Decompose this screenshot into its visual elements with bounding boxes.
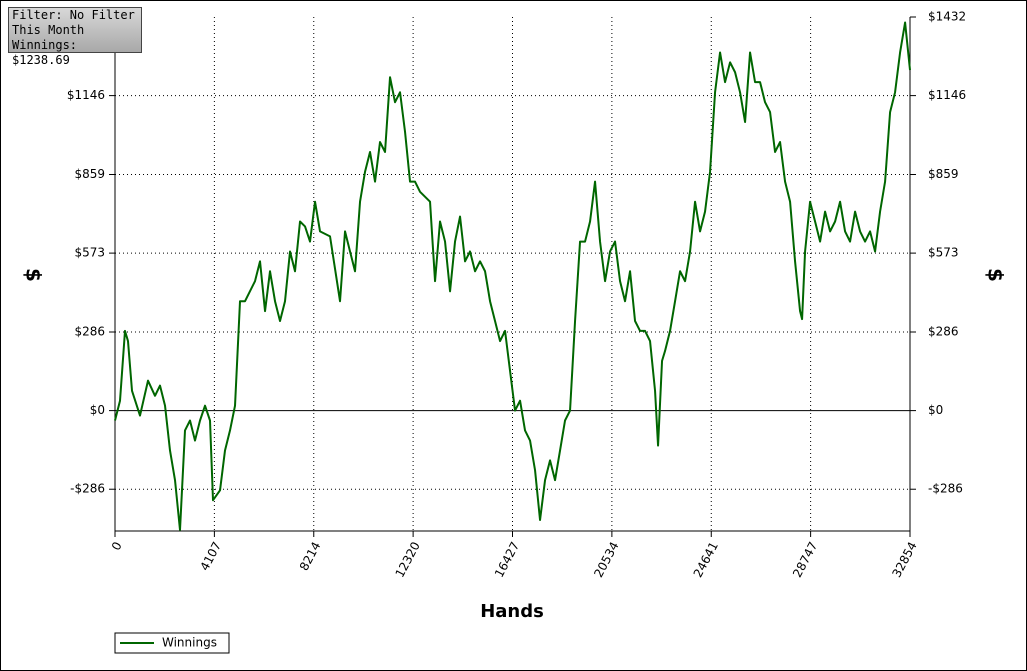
info-winnings: Winnings: $1238.69: [12, 38, 78, 67]
y-axis-label: $: [22, 268, 46, 282]
y-tick-label: $1146: [67, 88, 105, 102]
legend-label: Winnings: [162, 636, 217, 650]
y-tick-label: $573: [74, 246, 105, 260]
y2-tick-label: $1146: [928, 88, 966, 102]
y-tick-label: $859: [74, 167, 105, 181]
legend-box: [114, 632, 230, 654]
y2-tick-label: $573: [928, 246, 959, 260]
y2-tick-label: $859: [928, 167, 959, 181]
y2-tick-label: $1432: [928, 10, 966, 24]
x-axis-label: Hands: [480, 601, 544, 622]
y2-axis-label: $: [984, 268, 1008, 282]
y2-tick-label: $286: [928, 324, 959, 338]
y2-tick-label: $0: [928, 403, 943, 417]
y2-tick-label: -$286: [928, 482, 963, 496]
series-line: [114, 21, 911, 531]
info-filter: Filter: No Filter: [12, 8, 135, 22]
y-tick-label: -$286: [70, 482, 105, 496]
info-period: This Month: [12, 23, 85, 37]
info-box: Filter: No Filter This Month Winnings: $…: [8, 7, 142, 67]
y-tick-label: $286: [74, 324, 105, 338]
y-tick-label: $0: [90, 403, 105, 417]
